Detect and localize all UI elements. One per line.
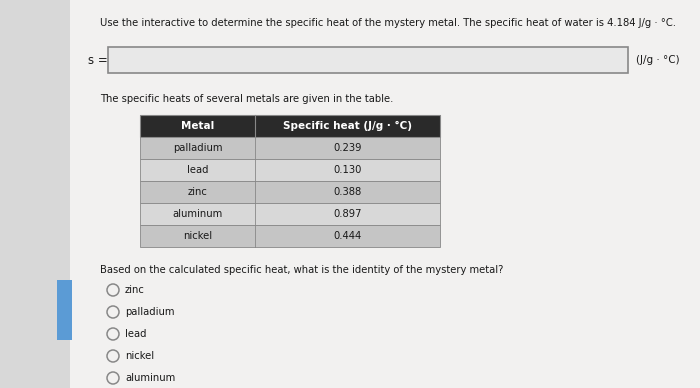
Text: lead: lead: [187, 165, 209, 175]
Text: Use the interactive to determine the specific heat of the mystery metal. The spe: Use the interactive to determine the spe…: [100, 18, 676, 28]
Bar: [140, 115, 440, 137]
Text: s =: s =: [88, 54, 108, 66]
Text: 0.897: 0.897: [333, 209, 362, 219]
Text: lead: lead: [125, 329, 146, 339]
Text: The specific heats of several metals are given in the table.: The specific heats of several metals are…: [100, 94, 393, 104]
Text: palladium: palladium: [125, 307, 174, 317]
Text: (J/g · °C): (J/g · °C): [636, 55, 680, 65]
Text: 0.130: 0.130: [333, 165, 362, 175]
Bar: [140, 137, 440, 159]
Text: nickel: nickel: [183, 231, 212, 241]
Text: 0.239: 0.239: [333, 143, 362, 153]
Text: Specific heat (J/g · °C): Specific heat (J/g · °C): [283, 121, 412, 131]
Text: aluminum: aluminum: [125, 373, 175, 383]
Text: Metal: Metal: [181, 121, 214, 131]
Bar: [108, 47, 628, 73]
Text: aluminum: aluminum: [172, 209, 223, 219]
Bar: [57, 280, 72, 340]
Bar: [140, 225, 440, 247]
Text: nickel: nickel: [125, 351, 154, 361]
Text: zinc: zinc: [125, 285, 145, 295]
Text: 0.444: 0.444: [333, 231, 362, 241]
Bar: [140, 203, 440, 225]
Bar: [140, 159, 440, 181]
Bar: [140, 181, 440, 203]
Text: palladium: palladium: [173, 143, 223, 153]
Text: 0.388: 0.388: [333, 187, 362, 197]
Text: zinc: zinc: [188, 187, 207, 197]
Text: Based on the calculated specific heat, what is the identity of the mystery metal: Based on the calculated specific heat, w…: [100, 265, 503, 275]
